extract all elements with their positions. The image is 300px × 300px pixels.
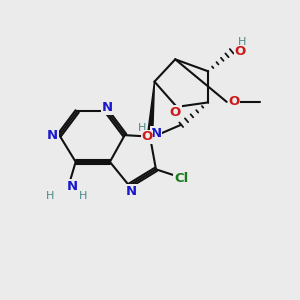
Text: N: N <box>101 101 112 114</box>
Text: H: H <box>46 191 55 201</box>
Text: Cl: Cl <box>174 172 188 185</box>
Text: N: N <box>150 127 161 140</box>
Text: H: H <box>138 123 146 133</box>
Text: N: N <box>126 184 137 197</box>
Text: H: H <box>238 37 246 47</box>
Text: O: O <box>228 95 239 108</box>
Text: N: N <box>67 180 78 193</box>
Polygon shape <box>147 82 155 137</box>
Text: O: O <box>141 130 153 143</box>
Text: H: H <box>79 191 87 201</box>
Text: O: O <box>169 106 181 119</box>
Text: O: O <box>234 45 246 58</box>
Text: N: N <box>47 129 58 142</box>
